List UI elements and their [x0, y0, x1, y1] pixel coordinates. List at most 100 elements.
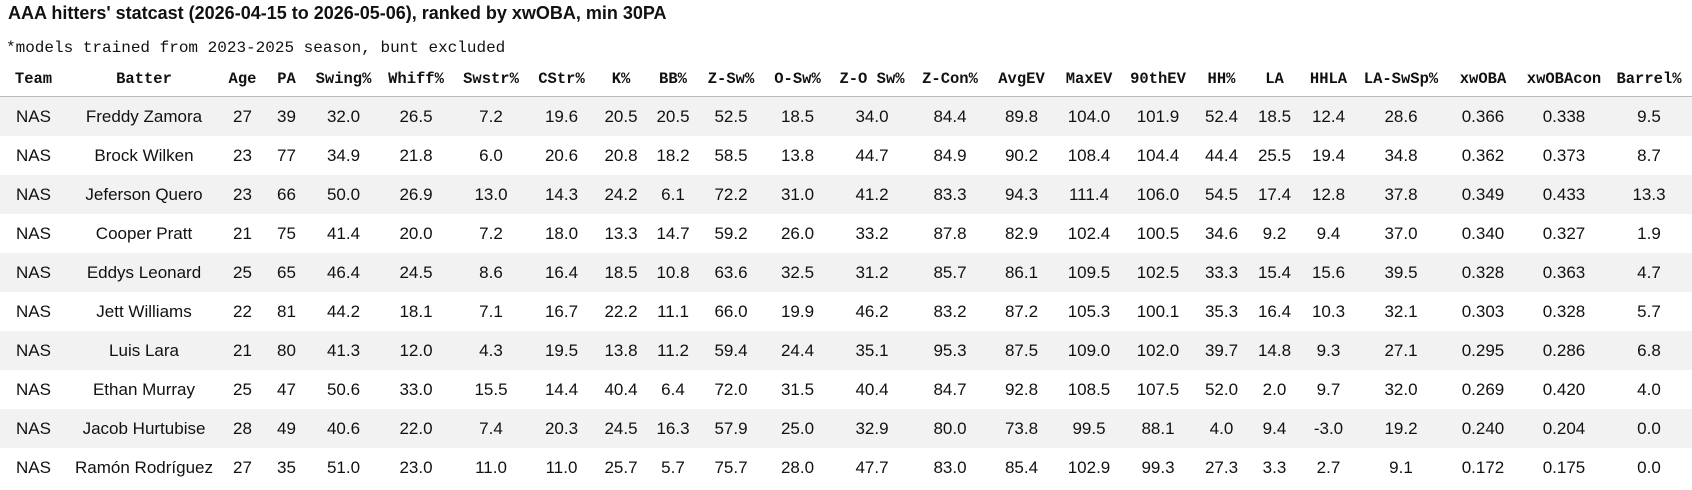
- table-cell: Eddys Leonard: [67, 253, 221, 292]
- table-cell: 24.5: [595, 409, 647, 448]
- table-cell: 84.9: [933, 145, 967, 165]
- table-cell: 0.363: [1522, 253, 1606, 292]
- table-cell: 31.5: [780, 379, 815, 399]
- table-cell: 22.2: [604, 301, 638, 321]
- table-cell: 13.3: [1606, 175, 1692, 214]
- table-cell: 0.175: [1542, 457, 1586, 477]
- table-cell: 63.6: [699, 253, 763, 292]
- table-cell: 0.269: [1461, 379, 1505, 399]
- table-cell: 0.420: [1542, 379, 1586, 399]
- table-cell: 13.8: [595, 331, 647, 370]
- table-row: NAS Jeferson Quero 23 66 50.0 26.9 13.0 14.3 24.…: [0, 175, 1692, 214]
- column-header: xwOBA: [1444, 62, 1522, 97]
- table-cell: 59.4: [699, 331, 763, 370]
- table-cell: 12.8: [1299, 175, 1358, 214]
- table-cell: 35.3: [1204, 301, 1239, 321]
- table-cell: 9.3: [1299, 331, 1358, 370]
- table-cell: 20.5: [595, 96, 647, 136]
- table-cell: Freddy Zamora: [67, 96, 221, 136]
- table-cell: 7.1: [479, 301, 503, 321]
- table-cell: 41.2: [832, 175, 912, 214]
- table-cell: 0.303: [1461, 301, 1505, 321]
- table-cell: 59.2: [714, 223, 748, 243]
- table-cell: 83.2: [933, 301, 967, 321]
- table-cell: 47: [277, 379, 296, 399]
- table-cell: 11.0: [545, 457, 578, 477]
- table-cell: NAS: [16, 379, 51, 399]
- table-cell: 5.7: [661, 457, 685, 477]
- table-cell: 107.5: [1136, 379, 1180, 399]
- column-header: LA: [1250, 62, 1299, 97]
- table-cell: 31.2: [832, 253, 912, 292]
- table-cell: 34.0: [832, 96, 912, 136]
- table-row: NAS Brock Wilken 23 77 34.9 21.8 6.0 20.6 20.8 18…: [0, 136, 1692, 175]
- column-header: Swstr%: [454, 62, 528, 97]
- table-cell: 12.0: [378, 331, 454, 370]
- table-cell: 77: [277, 145, 296, 165]
- column-header: Age: [221, 62, 264, 97]
- table-cell: 109.5: [1055, 253, 1123, 292]
- table-cell: 13.3: [604, 223, 638, 243]
- header-row: Team Batter Age PA Swing% Whiff% Swstr% CStr% K%…: [0, 62, 1692, 97]
- table-cell: 0.328: [1542, 301, 1586, 321]
- table-cell: 20.3: [528, 409, 595, 448]
- table-cell: 26.9: [378, 175, 454, 214]
- table-cell: 25.5: [1257, 145, 1292, 165]
- table-cell: 18.5: [1250, 96, 1299, 136]
- table-cell: 37.8: [1358, 175, 1444, 214]
- table-cell: 0.204: [1522, 409, 1606, 448]
- table-cell: 33.3: [1193, 253, 1250, 292]
- table-cell: 16.7: [544, 301, 579, 321]
- table-cell: Ramón Rodríguez: [75, 457, 213, 477]
- table-cell: 26.0: [780, 223, 815, 243]
- column-header: AvgEV: [988, 62, 1055, 97]
- column-header: Z-O Sw%: [832, 62, 912, 97]
- table-cell: 102.4: [1067, 223, 1111, 243]
- table-row: NAS Ramón Rodríguez 27 35 51.0 23.0 11.0 11.0 25…: [0, 448, 1692, 487]
- table-cell: NAS: [0, 409, 67, 448]
- table-cell: 22.0: [378, 409, 454, 448]
- table-cell: 102.5: [1123, 253, 1193, 292]
- table-row: NAS Ethan Murray 25 47 50.6 33.0 15.5 14.4 40.4 6…: [0, 370, 1692, 409]
- table-cell: 37.0: [1384, 223, 1418, 243]
- table-cell: 18.5: [595, 253, 647, 292]
- table-cell: 26.5: [378, 96, 454, 136]
- column-header: K%: [595, 62, 647, 97]
- table-cell: 92.8: [1004, 379, 1039, 399]
- table-cell: 32.0: [1384, 379, 1418, 399]
- table-cell: 15.6: [1299, 253, 1358, 292]
- table-cell: 14.7: [656, 223, 690, 243]
- table-cell: 34.6: [1204, 223, 1239, 243]
- table-cell: 106.0: [1123, 175, 1193, 214]
- table-cell: 14.4: [544, 379, 579, 399]
- column-header: BB%: [647, 62, 699, 97]
- table-cell: 32.0: [309, 96, 378, 136]
- table-cell: 47.7: [855, 457, 889, 477]
- table-cell: 1.9: [1637, 223, 1661, 243]
- table-cell: 33.2: [855, 223, 889, 243]
- table-cell: 40.4: [604, 379, 638, 399]
- column-header: 90thEV: [1123, 62, 1193, 97]
- table-cell: 6.8: [1606, 331, 1692, 370]
- table-cell: 90.2: [1004, 145, 1039, 165]
- table-cell: NAS: [0, 96, 67, 136]
- table-cell: 21.8: [399, 145, 433, 165]
- table-cell: 0.338: [1522, 96, 1606, 136]
- table-cell: 102.9: [1067, 457, 1111, 477]
- column-header: Team: [0, 62, 67, 97]
- table-cell: 66.0: [714, 301, 748, 321]
- table-cell: 18.1: [399, 301, 433, 321]
- table-cell: 39.5: [1358, 253, 1444, 292]
- table-cell: 81: [277, 301, 296, 321]
- table-cell: 6.0: [479, 145, 503, 165]
- table-cell: 85.7: [912, 253, 988, 292]
- table-cell: 6.1: [647, 175, 699, 214]
- table-cell: 9.4: [1316, 223, 1341, 243]
- table-cell: 72.2: [699, 175, 763, 214]
- table-cell: 102.0: [1123, 331, 1193, 370]
- table-cell: 34.8: [1384, 145, 1418, 165]
- column-header: Z-Con%: [912, 62, 988, 97]
- table-cell: 32.5: [763, 253, 832, 292]
- table-cell: 0.433: [1522, 175, 1606, 214]
- table-cell: 99.5: [1055, 409, 1123, 448]
